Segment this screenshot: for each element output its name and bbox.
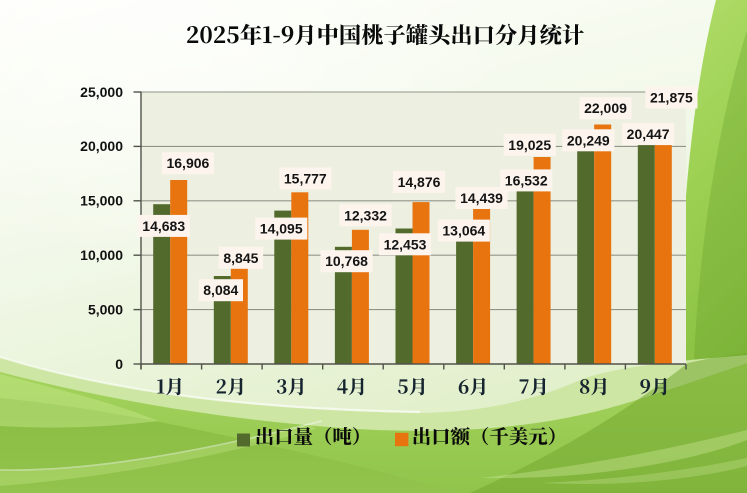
svg-text:16,906: 16,906: [166, 155, 209, 171]
svg-text:14,683: 14,683: [142, 218, 185, 234]
svg-text:20,000: 20,000: [80, 138, 123, 154]
svg-text:16,532: 16,532: [505, 172, 548, 188]
svg-text:10,000: 10,000: [80, 247, 123, 263]
svg-text:8,845: 8,845: [223, 250, 258, 266]
svg-text:15,777: 15,777: [284, 170, 327, 186]
svg-text:14,095: 14,095: [260, 221, 303, 237]
svg-text:12,332: 12,332: [344, 207, 387, 223]
svg-text:10,768: 10,768: [325, 253, 368, 269]
svg-text:5,000: 5,000: [88, 301, 123, 317]
svg-text:20,447: 20,447: [627, 126, 670, 142]
svg-text:0: 0: [115, 356, 123, 372]
svg-text:20,249: 20,249: [567, 132, 610, 148]
svg-text:8,084: 8,084: [203, 282, 238, 298]
svg-text:22,009: 22,009: [584, 100, 627, 116]
svg-text:12,453: 12,453: [384, 236, 427, 252]
svg-text:21,875: 21,875: [650, 89, 693, 105]
svg-text:14,439: 14,439: [460, 190, 503, 206]
svg-text:15,000: 15,000: [80, 193, 123, 209]
svg-text:13,064: 13,064: [442, 223, 485, 239]
svg-text:14,876: 14,876: [398, 174, 441, 190]
svg-text:25,000: 25,000: [80, 84, 123, 100]
svg-text:19,025: 19,025: [508, 137, 551, 153]
